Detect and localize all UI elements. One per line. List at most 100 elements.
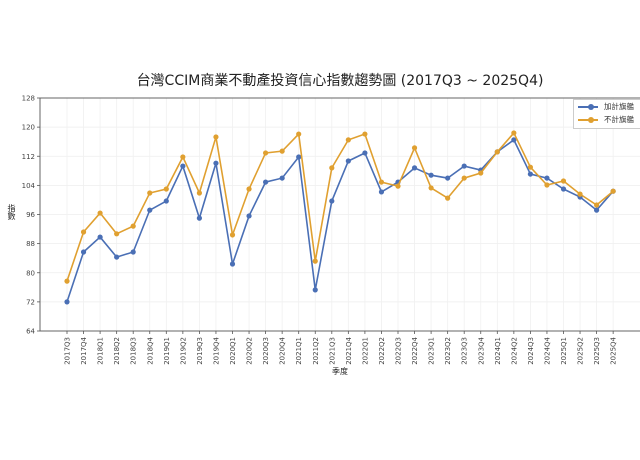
data-point: [229, 232, 236, 238]
data-point: [196, 215, 202, 221]
data-point: [560, 186, 567, 192]
x-tick-label: 2023Q4: [477, 336, 485, 364]
legend-swatch-icon: [578, 104, 598, 110]
legend: 加計旗艦 不計旗艦: [573, 99, 640, 129]
x-tick-label: 2021Q3: [328, 337, 336, 365]
data-point: [395, 183, 401, 189]
data-point: [213, 134, 219, 140]
data-point: [461, 163, 467, 169]
data-point: [263, 179, 269, 185]
data-point: [147, 207, 153, 213]
x-tick-label: 2023Q1: [428, 337, 436, 365]
y-tick-label: 64: [26, 328, 35, 336]
data-point: [610, 188, 616, 194]
x-tick-label: 2025Q3: [593, 337, 601, 365]
x-tick-label: 2021Q2: [312, 337, 320, 365]
x-tick-label: 2022Q2: [378, 337, 386, 365]
data-point: [80, 249, 87, 255]
data-point: [163, 186, 169, 192]
x-tick-label: 2023Q3: [461, 337, 469, 365]
data-point: [411, 145, 418, 151]
data-point: [246, 186, 252, 192]
data-point: [577, 191, 583, 197]
x-tick-label: 2024Q1: [494, 337, 502, 365]
x-tick-label: 2017Q3: [64, 337, 72, 365]
legend-label: 加計旗艦: [604, 102, 634, 111]
data-point: [511, 130, 517, 136]
data-point: [362, 150, 368, 156]
series-line: [66, 138, 614, 303]
x-tick-label: 2018Q3: [130, 337, 138, 365]
legend-label: 不計旗艦: [604, 115, 634, 124]
data-point: [329, 165, 335, 171]
data-point: [180, 163, 186, 169]
y-tick-label: 120: [22, 124, 35, 132]
data-point: [494, 149, 500, 155]
plot-frame: [39, 97, 640, 332]
data-point: [560, 178, 567, 184]
x-tick-label: 2023Q2: [444, 337, 452, 365]
y-tick-label: 88: [26, 240, 35, 248]
data-point: [312, 258, 318, 264]
y-tick-label: 128: [22, 95, 35, 103]
legend-item-series-1: 加計旗艦: [574, 100, 640, 113]
data-point: [544, 182, 550, 188]
legend-swatch-icon: [578, 117, 598, 123]
data-point: [147, 190, 153, 196]
data-point: [329, 198, 335, 204]
x-tick-label: 2019Q4: [212, 336, 220, 364]
data-point: [97, 234, 103, 240]
x-tick-label: 2024Q4: [543, 336, 551, 364]
y-tick-label: 112: [22, 153, 35, 161]
series-line: [66, 131, 614, 282]
x-tick-label: 2019Q2: [179, 337, 187, 365]
x-tick-label: 2020Q1: [229, 337, 237, 365]
x-tick-label: 2018Q1: [97, 337, 105, 365]
data-point: [163, 198, 169, 204]
data-point: [97, 210, 103, 216]
data-point: [246, 213, 252, 219]
data-point: [445, 195, 451, 201]
data-point: [445, 175, 451, 181]
data-point: [594, 207, 600, 213]
data-point: [345, 158, 351, 164]
data-point: [279, 148, 285, 154]
data-point: [296, 154, 302, 160]
x-tick-label: 2024Q2: [510, 337, 518, 365]
x-tick-label: 2020Q3: [262, 337, 270, 365]
data-point: [428, 172, 434, 178]
data-point: [64, 299, 70, 305]
x-tick-label: 2024Q3: [527, 337, 535, 365]
data-point: [378, 189, 385, 195]
x-tick-label: 2017Q4: [80, 336, 88, 364]
data-point: [229, 261, 236, 267]
legend-item-series-2: 不計旗艦: [574, 113, 640, 126]
data-point: [428, 185, 434, 191]
data-point: [279, 175, 285, 181]
data-point: [362, 131, 368, 137]
data-point: [114, 231, 120, 237]
data-point: [263, 150, 269, 156]
x-tick-label: 2025Q4: [610, 336, 618, 364]
data-point: [180, 154, 186, 160]
x-tick-label: 2018Q2: [113, 337, 121, 365]
x-tick-label: 2019Q1: [163, 337, 171, 365]
data-point: [196, 190, 202, 196]
data-point: [544, 175, 550, 181]
x-tick-label: 2022Q4: [411, 336, 419, 364]
x-tick-label: 2025Q1: [560, 337, 568, 365]
data-point: [511, 137, 517, 143]
x-tick-label: 2021Q1: [295, 337, 303, 365]
y-tick-label: 104: [22, 182, 36, 190]
data-point: [527, 164, 534, 170]
data-point: [130, 249, 136, 255]
data-point: [130, 223, 136, 229]
x-tick-label: 2022Q3: [395, 337, 403, 365]
data-point: [378, 179, 385, 185]
chart-title: 台灣CCIM商業不動產投資信心指數趨勢圖 (2017Q3 ~ 2025Q4): [136, 73, 544, 89]
data-point: [411, 165, 418, 171]
x-tick-label: 2021Q4: [345, 336, 353, 364]
data-point: [478, 170, 484, 176]
data-point: [64, 278, 70, 284]
